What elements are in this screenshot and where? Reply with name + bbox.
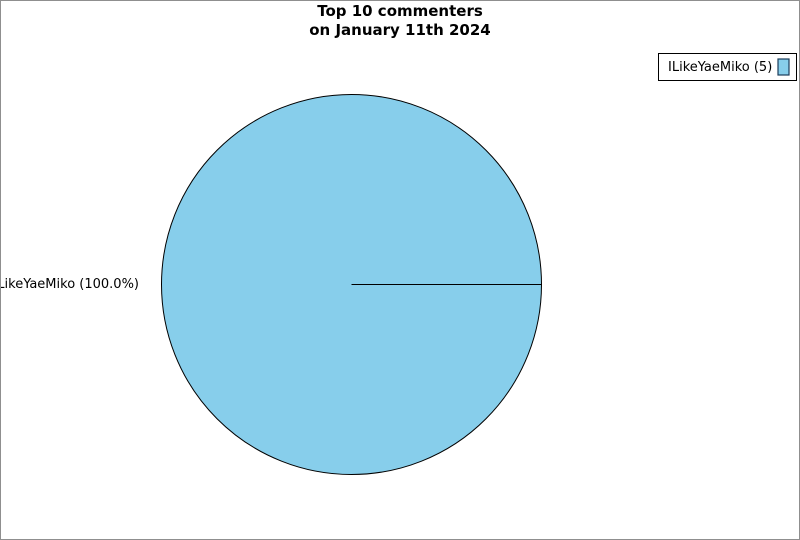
chart-title-line-2: on January 11th 2024 xyxy=(309,21,491,39)
legend-swatch-icon xyxy=(777,58,790,76)
legend-box: ILikeYaeMiko (5) xyxy=(658,53,798,81)
legend-label: ILikeYaeMiko (5) xyxy=(668,59,773,75)
chart-title-line-1: Top 10 commenters xyxy=(317,2,483,20)
legend-entry: ILikeYaeMiko (5) xyxy=(668,58,790,76)
legend-swatch xyxy=(777,58,790,76)
pie-slice-label: ILikeYaeMiko (100.0%) xyxy=(0,277,139,292)
chart-title: Top 10 commenters on January 11th 2024 xyxy=(1,2,799,40)
